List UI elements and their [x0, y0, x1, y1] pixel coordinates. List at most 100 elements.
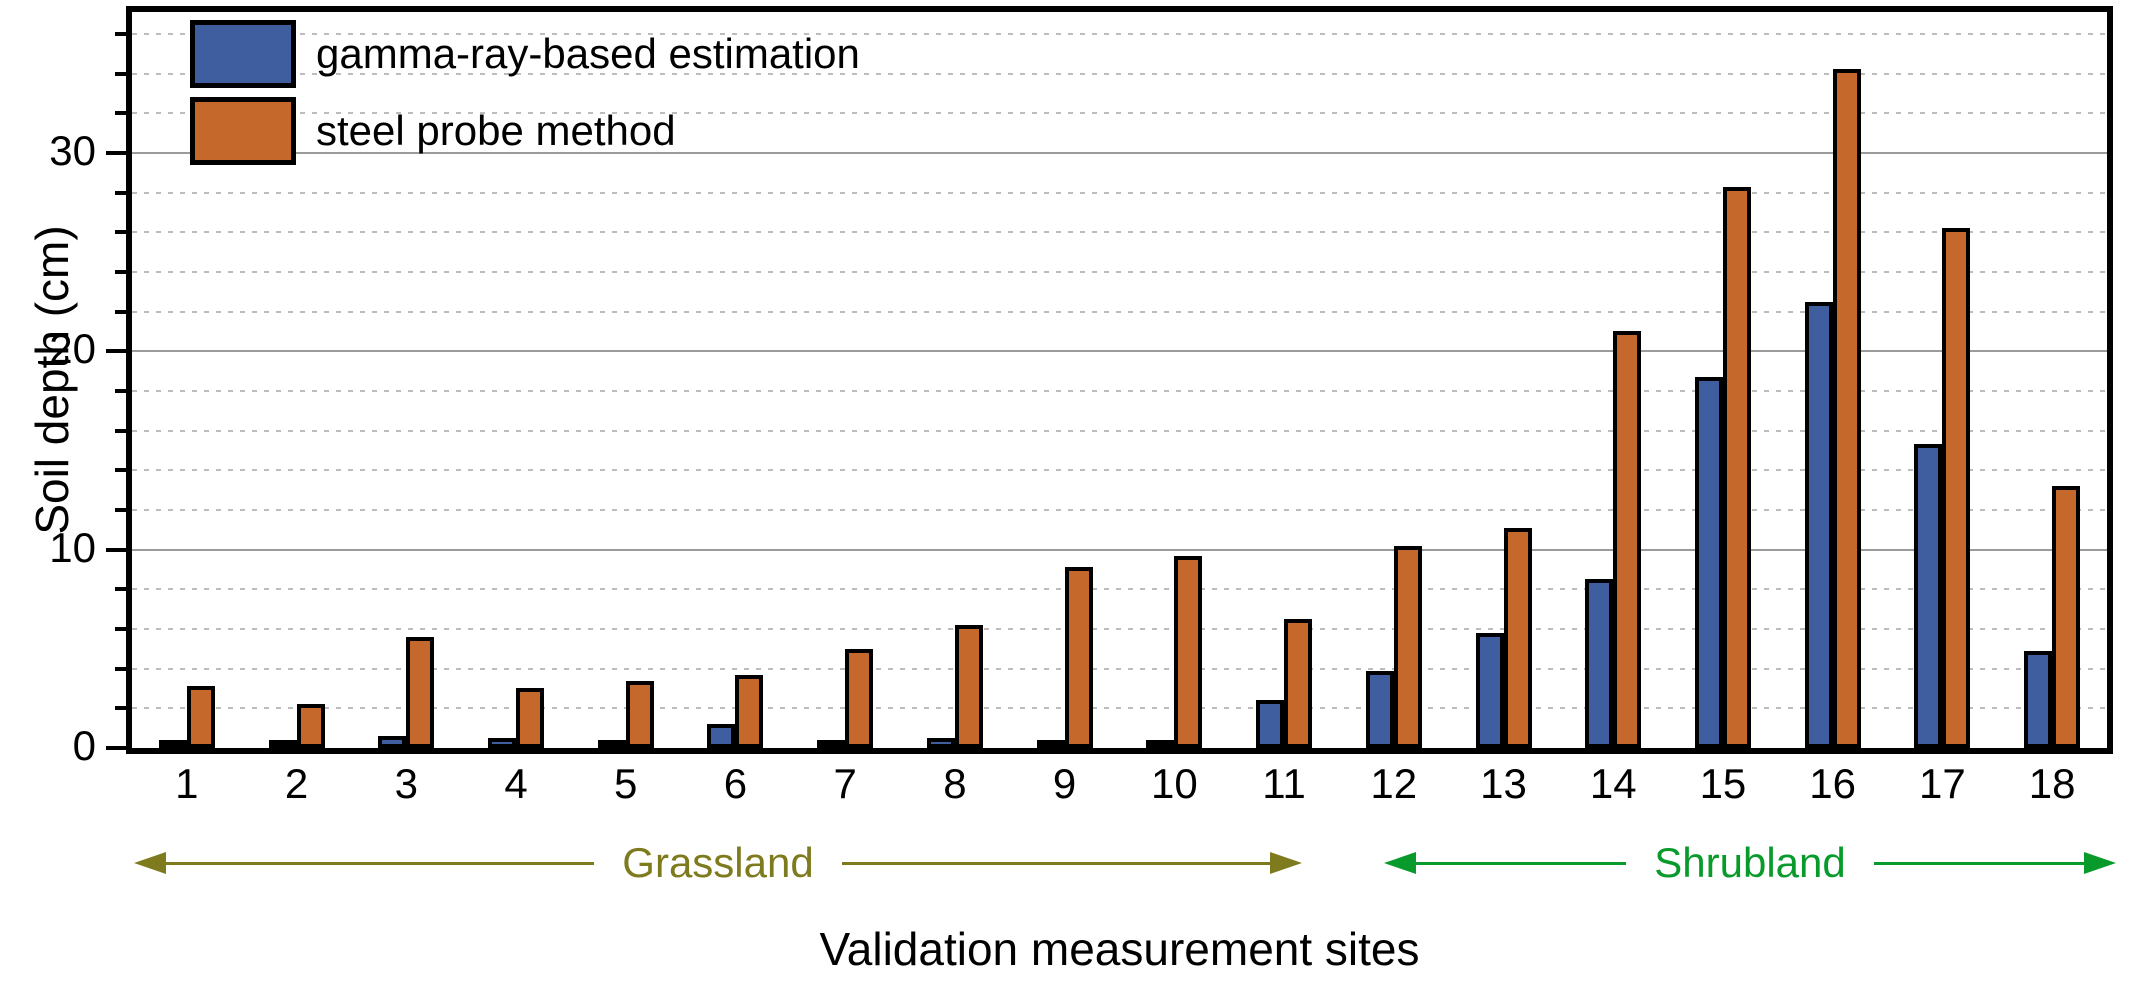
bar-series1-site-16 [1833, 69, 1861, 748]
x-tick-label-14: 14 [1589, 760, 1637, 807]
x-tick-labels: 1 2 3 4 5 6 7 8 9 10 11 12 13 14 15 16 17 18 [132, 760, 2107, 808]
shrubland-arrow-line-right [1873, 861, 2085, 865]
y-axis-tick-32 [115, 111, 126, 116]
x-tick-label-3: 3 [394, 760, 418, 807]
minor-gridline-14 [132, 469, 2107, 472]
y-axis-title: Soil depth (cm) [26, 225, 78, 535]
major-gridline-20 [132, 350, 2107, 353]
y-axis-tick-20 [106, 349, 126, 354]
y-tick-label-30: 30 [49, 126, 96, 174]
bar-series0-site-7 [817, 740, 845, 748]
bar-series0-site-1 [159, 740, 187, 748]
bar-series1-site-1 [187, 686, 215, 748]
major-gridline-30 [132, 151, 2107, 154]
x-axis-title: Validation measurement sites [819, 923, 1420, 975]
bar-series0-site-18 [2024, 651, 2052, 748]
bar-series0-site-4 [488, 738, 516, 748]
grassland-arrow-line-right [841, 861, 1271, 865]
bar-series0-site-12 [1366, 671, 1394, 748]
y-axis-tick-26 [115, 230, 126, 235]
bar-series0-site-10 [1146, 740, 1174, 748]
y-tick-label-0: 0 [72, 722, 96, 769]
bar-series1-site-4 [516, 688, 544, 748]
x-tick-label-12: 12 [1370, 760, 1418, 807]
minor-gridline-4 [132, 667, 2107, 670]
legend-swatch-steel-probe [190, 97, 296, 165]
y-axis-tick-14 [115, 468, 126, 473]
bar-series1-site-12 [1394, 546, 1422, 748]
y-tick-label-20: 20 [49, 325, 96, 373]
y-axis-tick-36 [115, 31, 126, 36]
minor-gridline-34 [132, 72, 2107, 75]
x-tick-label-11: 11 [1262, 760, 1306, 807]
legend-item-steel-probe: steel probe method [190, 97, 860, 165]
minor-gridline-22 [132, 310, 2107, 313]
y-axis-tick-18 [115, 388, 126, 393]
y-axis-tick-8 [115, 587, 126, 592]
legend-label-steel-probe: steel probe method [316, 107, 676, 154]
bar-series1-site-9 [1065, 567, 1093, 748]
x-tick-label-5: 5 [614, 760, 638, 807]
minor-gridline-16 [132, 429, 2107, 432]
bar-series1-site-13 [1504, 528, 1532, 748]
y-axis-tick-6 [115, 626, 126, 631]
grassland-region-annotation: Grassland [134, 838, 1303, 888]
minor-gridline-18 [132, 389, 2107, 392]
y-tick-label-10: 10 [49, 523, 96, 571]
x-tick-label-9: 9 [1052, 760, 1077, 807]
x-tick-label-7: 7 [833, 760, 857, 807]
bar-series1-site-17 [1942, 228, 1970, 748]
minor-gridline-8 [132, 588, 2107, 591]
minor-gridline-2 [132, 707, 2107, 710]
minor-gridline-26 [132, 231, 2107, 234]
legend-item-gamma: gamma-ray-based estimation [190, 20, 860, 88]
x-tick-label-1: 1 [175, 760, 199, 807]
bar-series0-site-16 [1805, 302, 1833, 748]
plot-frame: 0 10 20 30 [49, 6, 2113, 768]
y-axis-tick-12 [115, 507, 126, 512]
minor-gridline-6 [132, 627, 2107, 630]
bar-series0-site-6 [707, 724, 735, 748]
y-axis-tick-30 [106, 150, 126, 155]
legend-swatch-gamma [190, 20, 296, 88]
y-axis-tick-2 [115, 706, 126, 711]
bar-series1-site-6 [735, 675, 763, 748]
shrubland-arrow-line-left [1416, 861, 1627, 865]
minor-gridline-36 [132, 32, 2107, 35]
y-axis-tick-0 [106, 746, 126, 750]
y-axis-tick-10 [106, 547, 126, 552]
shrubland-region-annotation: Shrubland [1384, 838, 2117, 888]
bar-series0-site-8 [927, 738, 955, 748]
shrubland-label: Shrubland [1654, 839, 1846, 886]
y-axis-tick-34 [115, 71, 126, 76]
bar-series0-site-5 [598, 740, 626, 748]
shrubland-right-arrowhead-icon [2084, 852, 2117, 874]
grassland-right-arrowhead-icon [1270, 852, 1303, 874]
y-axis-tick-16 [115, 428, 126, 433]
plot-area: 0 10 20 30 [49, 12, 2107, 768]
bar-series1-site-5 [626, 681, 654, 748]
grassland-label: Grassland [622, 839, 814, 886]
bar-series0-site-9 [1037, 740, 1065, 748]
bar-series1-site-15 [1723, 187, 1751, 748]
bar-series0-site-15 [1695, 377, 1723, 748]
x-tick-label-4: 4 [504, 760, 528, 807]
x-tick-label-16: 16 [1809, 760, 1856, 807]
bar-series1-site-14 [1613, 331, 1641, 748]
bar-series1-site-10 [1174, 556, 1202, 748]
x-tick-label-2: 2 [284, 760, 309, 807]
bar-series0-site-3 [378, 736, 406, 748]
legend: gamma-ray-based estimation steel probe m… [190, 20, 860, 174]
bar-series0-site-14 [1585, 579, 1613, 748]
bar-series0-site-17 [1914, 444, 1942, 748]
minor-gridline-24 [132, 270, 2107, 273]
bar-series1-site-11 [1284, 619, 1312, 748]
bar-series1-site-18 [2052, 486, 2080, 748]
bar-series1-site-3 [406, 637, 434, 748]
shrubland-left-arrowhead-icon [1384, 852, 1416, 874]
x-tick-label-8: 8 [943, 760, 967, 807]
x-tick-label-6: 6 [723, 760, 748, 807]
minor-gridline-12 [132, 508, 2107, 511]
minor-gridline-28 [132, 191, 2107, 194]
